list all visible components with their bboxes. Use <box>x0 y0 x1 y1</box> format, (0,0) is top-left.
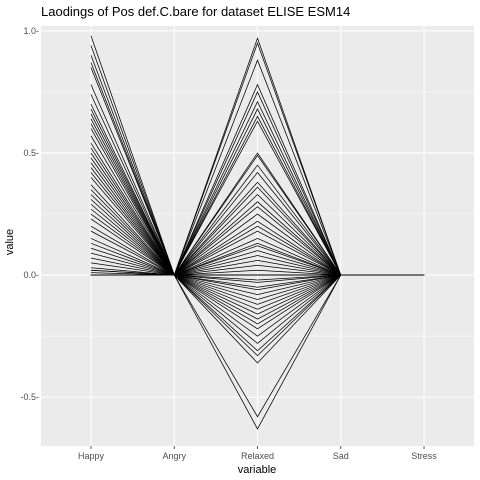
y-axis-title: value <box>4 229 16 255</box>
y-tick-label: 0.5- <box>23 148 39 158</box>
x-tick-label-angry: Angry <box>162 451 186 461</box>
y-tick-label: 0.0- <box>23 270 39 280</box>
x-axis: Happy Angry Relaxed Sad Stress <box>78 446 437 461</box>
x-axis-title: variable <box>238 464 277 476</box>
x-tick-label-happy: Happy <box>78 451 105 461</box>
x-tick-label-stress: Stress <box>411 451 437 461</box>
y-axis: 1.0- 0.5- 0.0- -0.5- <box>20 26 39 402</box>
series-lines <box>90 35 425 430</box>
series-line-90 <box>90 274 425 430</box>
x-tick-label-sad: Sad <box>333 451 349 461</box>
y-tick-label: -0.5- <box>20 392 39 402</box>
chart-title: Laodings of Pos def.C.bare for dataset E… <box>41 4 350 19</box>
y-tick-label: 1.0- <box>23 26 39 36</box>
x-tick-label-relaxed: Relaxed <box>241 451 274 461</box>
